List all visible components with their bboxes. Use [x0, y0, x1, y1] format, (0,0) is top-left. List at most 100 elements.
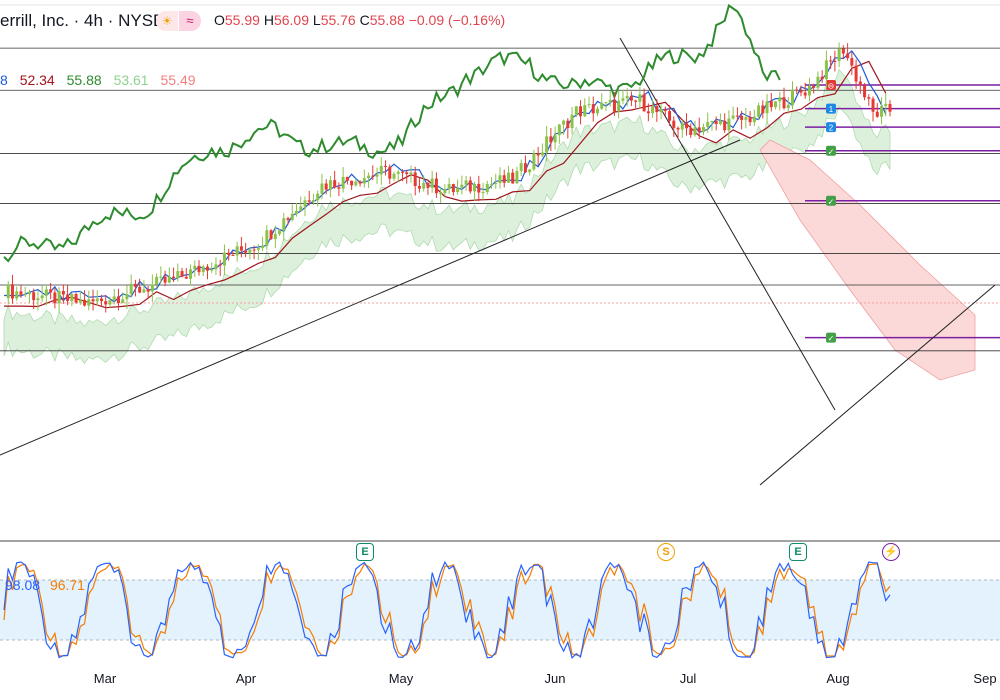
kijun-value: 52.34 — [19, 72, 55, 88]
candle-body — [473, 183, 477, 192]
candle-body — [464, 180, 468, 185]
candle-body — [519, 163, 523, 172]
candle-body — [553, 135, 557, 143]
candle-body — [150, 284, 154, 292]
candle-body — [863, 85, 867, 98]
candle-body — [142, 289, 146, 293]
news-event-icon[interactable]: ⚡ — [882, 543, 900, 561]
candle-body — [396, 171, 400, 174]
candle-body — [871, 98, 875, 112]
candle-body — [803, 92, 807, 96]
target-marker-icon — [826, 145, 836, 156]
candle-body — [159, 276, 163, 278]
candle-body — [61, 290, 65, 295]
x-axis-tick-label: Mar — [94, 671, 117, 686]
candle-body — [104, 301, 108, 305]
candle-body — [748, 117, 752, 123]
candle-body — [23, 294, 27, 296]
candle-body — [197, 265, 201, 273]
candle-body — [6, 284, 10, 299]
candle-body — [333, 180, 337, 188]
target-marker-icon — [826, 332, 836, 343]
candle-body — [888, 103, 892, 112]
candle-body — [460, 184, 464, 188]
candle-body — [430, 178, 434, 188]
split-event-icon[interactable]: S — [657, 543, 675, 561]
candle-body — [523, 163, 527, 173]
candle-body — [727, 118, 731, 131]
candle-body — [125, 294, 129, 300]
candle-body — [528, 169, 532, 173]
wave-icon[interactable]: ≈ — [179, 11, 201, 31]
candle-body — [74, 294, 78, 303]
candle-body — [481, 192, 485, 194]
target-marker-label: 1 — [829, 105, 834, 114]
candle-body — [345, 176, 349, 181]
candle-body — [210, 269, 214, 271]
candle-body — [663, 109, 667, 112]
candle-body — [600, 102, 604, 109]
candle-body — [485, 183, 489, 193]
candle-body — [540, 152, 544, 156]
candle-body — [604, 102, 608, 104]
candle-body — [629, 96, 633, 101]
symbol-title[interactable]: errill, Inc. · 4h · NYSE — [0, 11, 165, 30]
x-axis-tick-label: Jun — [545, 671, 566, 686]
candle-body — [532, 153, 536, 170]
earnings-event-icon[interactable]: E — [356, 543, 374, 561]
candle-body — [646, 111, 650, 114]
candle-body — [608, 99, 612, 103]
candle-body — [413, 172, 417, 187]
earnings-event-icon[interactable]: E — [789, 543, 807, 561]
candle-body — [515, 171, 519, 184]
sun-icon[interactable]: ☀ — [156, 11, 178, 31]
candle-body — [384, 165, 388, 167]
candle-body — [456, 187, 460, 193]
candle-body — [155, 276, 159, 285]
candle-body — [583, 105, 587, 117]
candle-body — [498, 175, 502, 184]
candle-body — [867, 97, 871, 99]
candle-body — [837, 48, 841, 62]
candle-body — [193, 265, 197, 270]
candle-body — [612, 99, 616, 112]
candle-body — [685, 123, 689, 129]
candle-body — [27, 292, 31, 295]
candle-body — [697, 127, 701, 133]
candle-body — [392, 173, 396, 179]
candle-body — [66, 294, 70, 302]
stoch-k-line — [3, 560, 891, 659]
candle-body — [854, 65, 858, 82]
candle-body — [10, 284, 14, 299]
candle-body — [367, 175, 371, 179]
candle-body — [269, 230, 273, 239]
candle-body — [32, 292, 36, 301]
candle-body — [786, 104, 790, 109]
x-axis-tick-label: Apr — [236, 671, 257, 686]
candle-body — [235, 246, 239, 256]
candle-body — [15, 291, 19, 299]
candle-body — [290, 213, 294, 220]
candle-body — [83, 299, 87, 306]
candle-body — [829, 60, 833, 62]
candle-body — [447, 184, 451, 190]
candle-body — [566, 120, 570, 129]
candle-body — [295, 210, 299, 214]
ichimoku-cloud-bull — [3, 68, 891, 365]
span-a-value: 53.61 — [113, 72, 149, 88]
candle-body — [638, 94, 642, 102]
candle-body — [846, 53, 850, 59]
candle-body — [341, 176, 345, 189]
candle-body — [337, 187, 341, 189]
candle-body — [506, 172, 510, 183]
candle-body — [807, 85, 811, 96]
target-marker-label: ⊖ — [828, 82, 835, 91]
candle-body — [311, 200, 315, 202]
x-axis-tick-label: Aug — [826, 671, 849, 686]
candle-body — [19, 291, 23, 295]
candle-body — [400, 171, 404, 173]
candle-body — [502, 175, 506, 183]
candle-body — [659, 109, 663, 113]
candle-body — [468, 180, 472, 192]
